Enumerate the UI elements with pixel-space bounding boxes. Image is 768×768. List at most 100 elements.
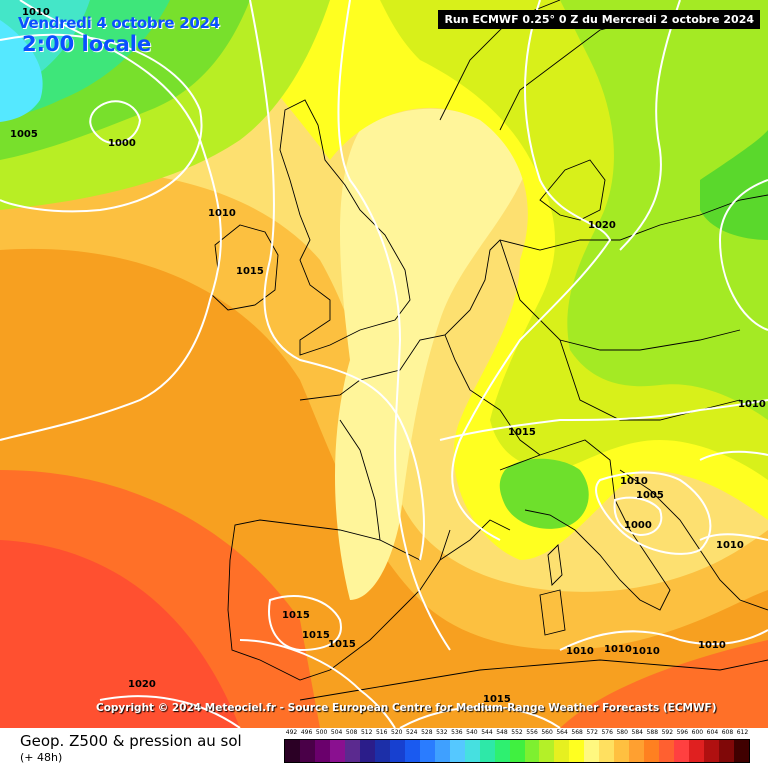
z500-low-italy (499, 458, 589, 529)
scale-tick-label: 612 (736, 729, 749, 736)
scale-tick-label: 532 (436, 729, 448, 736)
color-scale-ticks: 492 496 500 504 508 512 516 520 524 528 532 536 540 5… (281, 729, 751, 741)
scale-tick-label: 600 (691, 729, 704, 736)
isobar-label: 1015 (236, 266, 264, 277)
scale-swatch (374, 740, 390, 762)
isobar-1010 (0, 0, 222, 441)
isobar-1015-af (399, 706, 561, 728)
scale-swatch (464, 740, 480, 762)
forecast-range: (+ 48h) (20, 751, 63, 764)
scale-swatch (449, 740, 465, 762)
scale-swatch (524, 740, 540, 762)
isobar-label: 1010 (698, 640, 726, 651)
scale-tick-label: 568 (571, 729, 583, 736)
scale-tick-label: 564 (556, 729, 568, 736)
scale-swatch (629, 740, 645, 762)
isobar-1020-c (619, 0, 681, 251)
isobar-label: 1000 (624, 520, 652, 531)
map-canvas: 1010 1005 1000 1010 1015 1020 1015 1010 … (0, 0, 768, 728)
isobars (0, 0, 768, 728)
isobar-label: 1015 (508, 427, 536, 438)
run-info: Run ECMWF 0.25° 0 Z du Mercredi 2 octobr… (438, 10, 760, 29)
forecast-time: 2:00 locale (22, 32, 152, 56)
scale-swatch (344, 740, 360, 762)
isobar-label: 1010 (566, 646, 594, 657)
scale-tick-label: 492 (285, 729, 298, 736)
scale-tick-label: 604 (706, 729, 719, 736)
isobar-label: 1010 (738, 399, 766, 410)
scale-swatch (689, 740, 705, 762)
isobar-label: 1010 (208, 208, 236, 219)
scale-tick-label: 496 (300, 729, 313, 736)
scale-swatch (389, 740, 405, 762)
scale-swatch (644, 740, 660, 762)
scale-tick-label: 540 (466, 729, 478, 736)
isobar-label: 1005 (636, 490, 664, 501)
scale-tick-label: 560 (541, 729, 553, 736)
isobar-1015-ne (718, 179, 768, 331)
color-scale-bar (284, 739, 750, 763)
isobar-1020-b (451, 0, 612, 541)
isobar-1015-sp (268, 595, 342, 652)
scale-tick-label: 508 (345, 729, 358, 736)
forecast-date: Vendredi 4 octobre 2024 (18, 14, 220, 32)
scale-tick-label: 572 (586, 729, 598, 736)
scale-swatch (509, 740, 525, 762)
scale-tick-label: 552 (511, 729, 523, 736)
scale-tick-label: 520 (391, 729, 403, 736)
scale-tick-label: 584 (631, 729, 643, 736)
scale-tick-label: 556 (526, 729, 538, 736)
isobar-1005 (0, 33, 203, 213)
z500-band-564-cream (335, 108, 530, 600)
isobar-label: 1010 (632, 646, 660, 657)
scale-swatch (704, 740, 720, 762)
copyright-notice: Copyright © 2024 Meteociel.fr - Source E… (96, 702, 717, 714)
scale-swatch (479, 740, 495, 762)
z500-band-580-east (560, 640, 768, 728)
isobar-label: 1015 (328, 639, 356, 650)
map-title: Geop. Z500 & pression au sol (20, 732, 242, 750)
scale-swatch (329, 740, 345, 762)
scale-swatch (554, 740, 570, 762)
isobar-label: 1010 (620, 476, 648, 487)
scale-tick-label: 608 (721, 729, 734, 736)
isobar-label: 1000 (108, 138, 136, 149)
scale-tick-label: 588 (646, 729, 659, 736)
isobar-1020-af (99, 695, 241, 728)
scale-swatch (434, 740, 450, 762)
isobar-label: 1010 (716, 540, 744, 551)
scale-tick-label: 544 (481, 729, 493, 736)
scale-tick-label: 512 (360, 729, 373, 736)
isobar-label: 1015 (282, 610, 310, 621)
weather-map: 1010 1005 1000 1010 1015 1020 1015 1010 … (0, 0, 768, 728)
isobar-1010-s (559, 629, 768, 651)
isobar-1015 (249, 0, 425, 561)
scale-tick-label: 576 (601, 729, 613, 736)
legend-footer: Geop. Z500 & pression au sol (+ 48h) 492… (0, 728, 768, 768)
scale-tick-label: 536 (451, 729, 463, 736)
scale-tick-label: 504 (330, 729, 343, 736)
scale-tick-label: 548 (496, 729, 508, 736)
scale-tick-label: 596 (676, 729, 689, 736)
isobar-1010-e2 (699, 533, 768, 541)
isobar-label: 1020 (588, 220, 616, 231)
isobar-1005-it (595, 471, 712, 555)
isobar-1015-mid (439, 399, 768, 441)
scale-swatch (299, 740, 315, 762)
isobar-1000 (89, 100, 142, 145)
z500-band-552 (700, 130, 768, 240)
scale-swatch (314, 740, 330, 762)
scale-tick-label: 580 (616, 729, 628, 736)
scale-tick-label: 524 (406, 729, 418, 736)
scale-swatch (494, 740, 510, 762)
scale-swatch (614, 740, 630, 762)
z500-band-540-nw (0, 20, 43, 122)
isobar-label: 1010 (604, 644, 632, 655)
isobar-label: 1005 (10, 129, 38, 140)
scale-swatch (539, 740, 555, 762)
isobar-label: 1020 (128, 679, 156, 690)
scale-tick-label: 516 (375, 729, 388, 736)
isobar-1015-sp-b (239, 639, 396, 728)
scale-swatch (285, 740, 300, 762)
scale-tick-label: 500 (315, 729, 328, 736)
